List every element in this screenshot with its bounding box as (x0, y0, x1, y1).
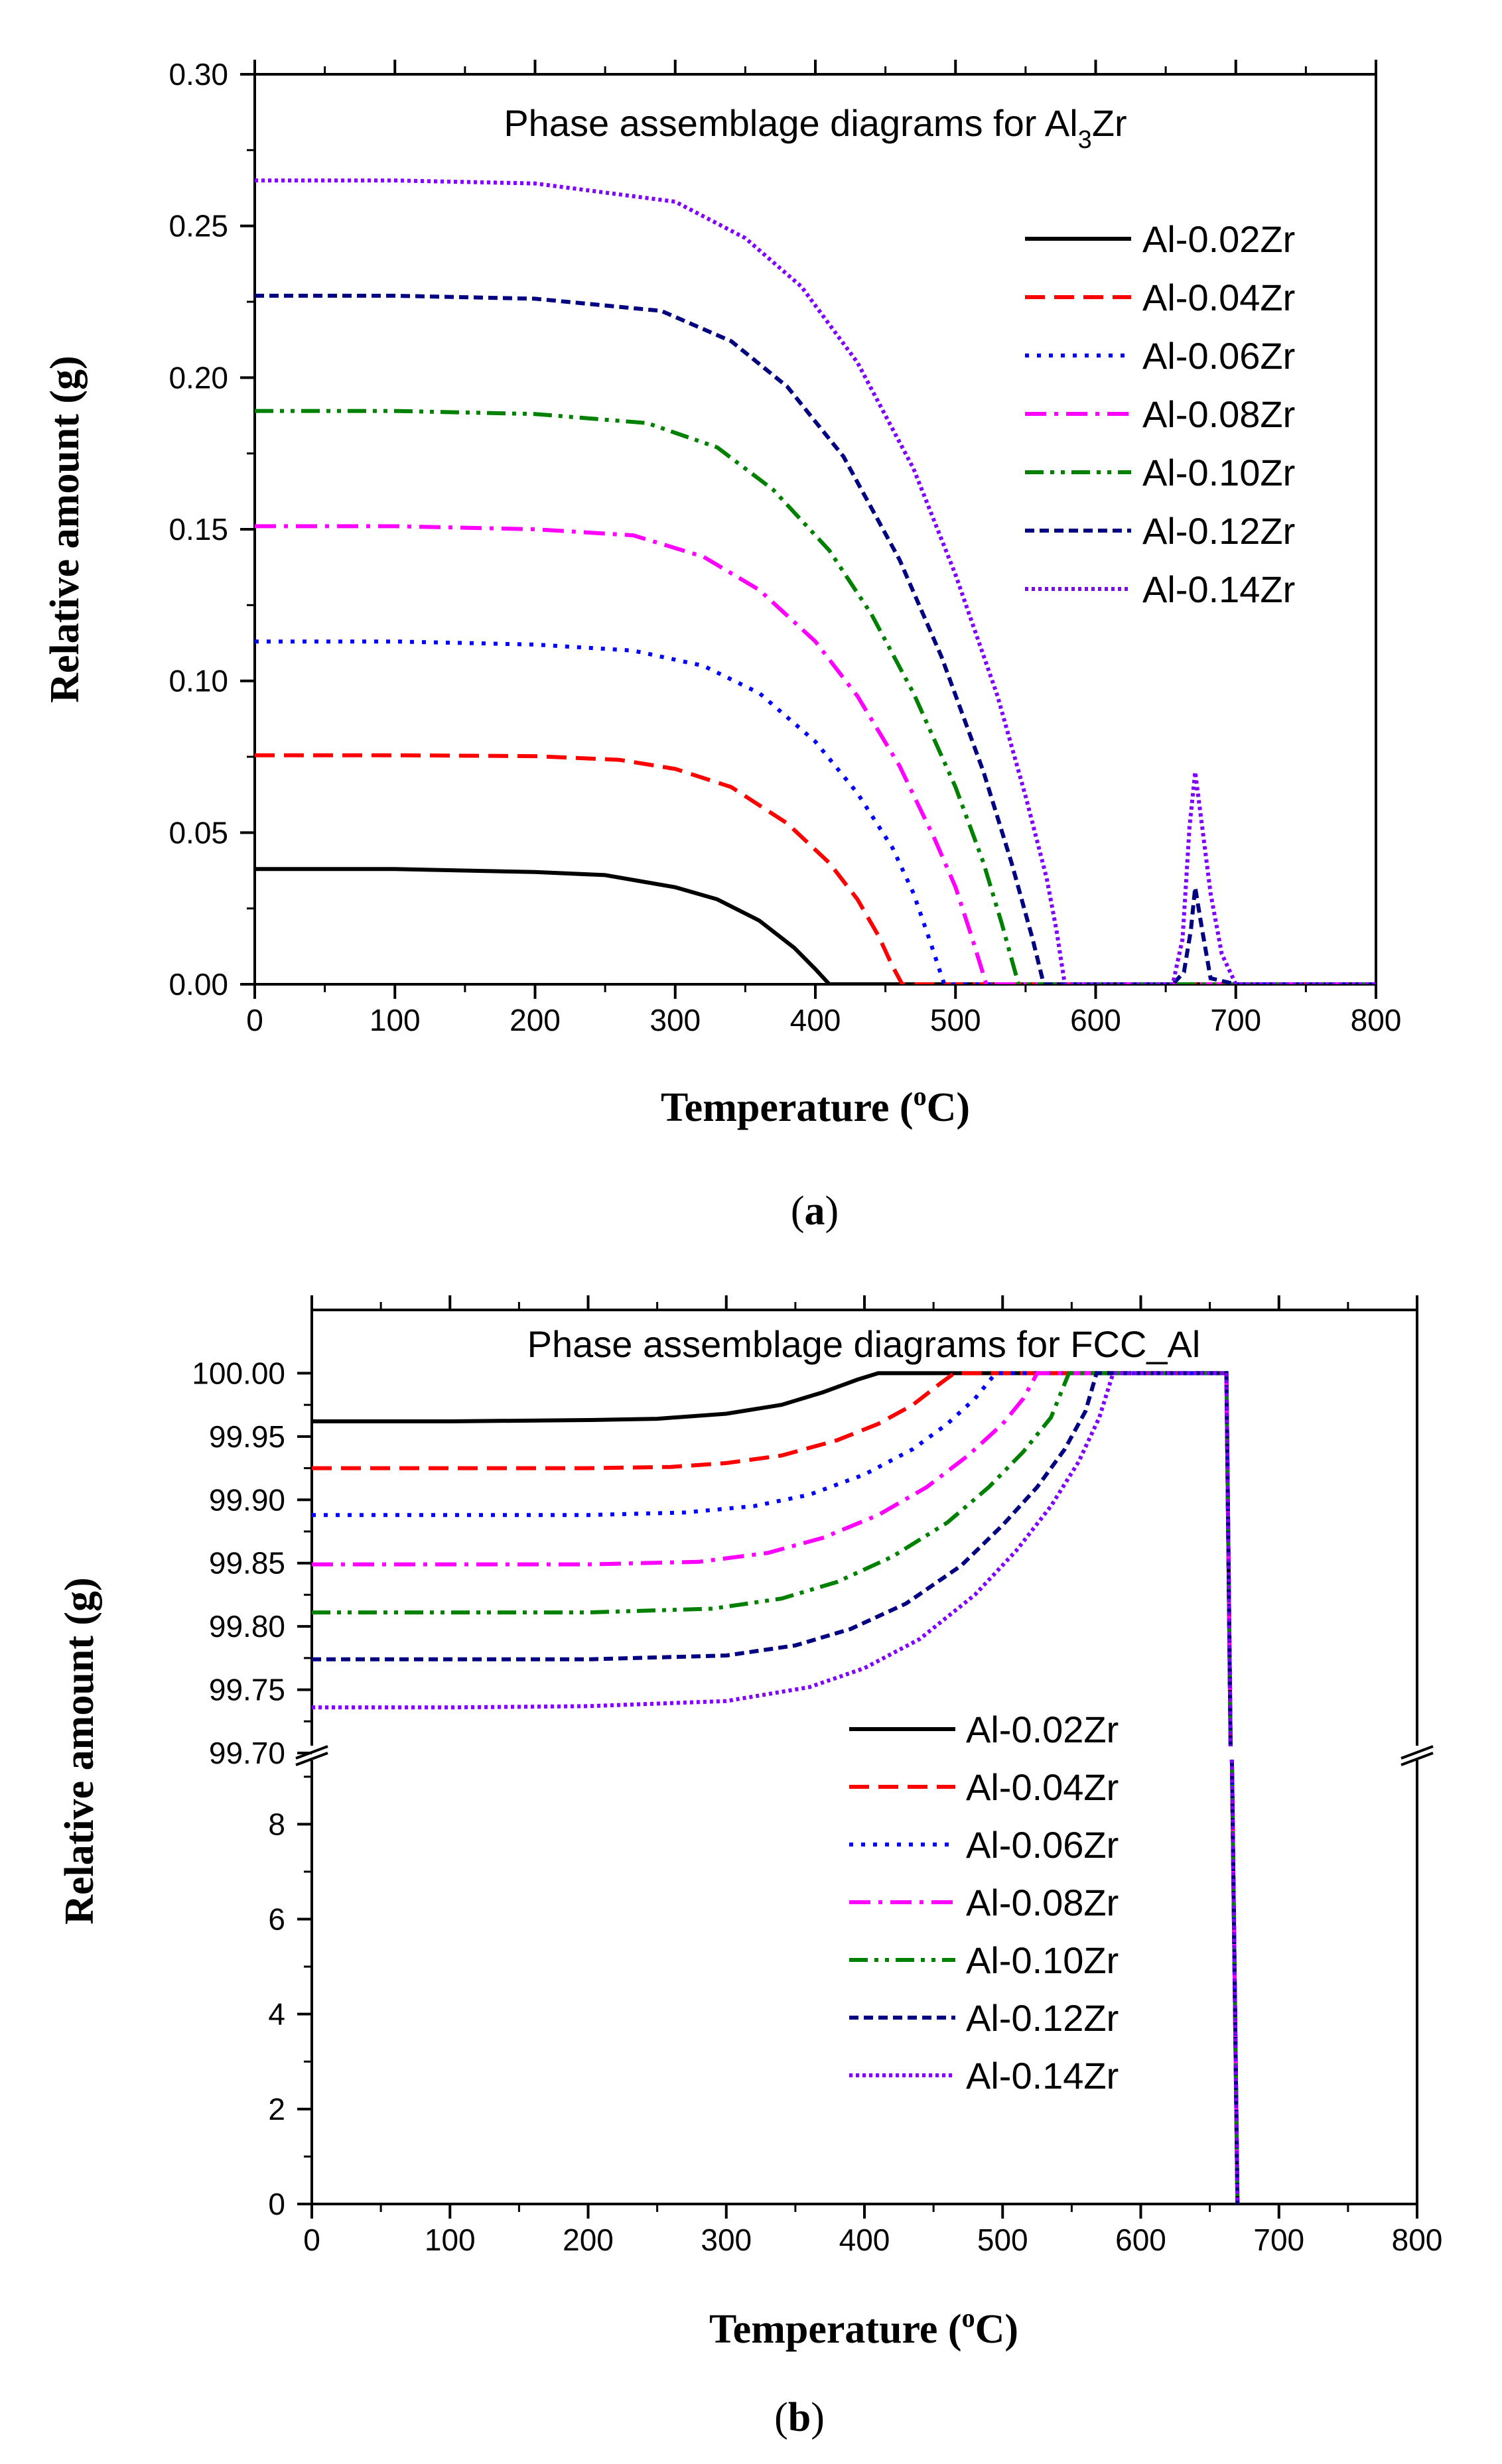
b-ytick-label-upper: 99.85 (209, 1546, 285, 1581)
panel-b: 0 100 200 300 400 500 600 700 800 99.70 99.75 99.80… (57, 1295, 1442, 2440)
b-xtick-label: 300 (701, 2223, 752, 2257)
b-series-al-0-10zr (312, 1371, 1233, 1747)
panel-a-series (255, 178, 1376, 984)
b-ytick-label-lower: 0 (268, 2187, 285, 2221)
a-ytick-label: 0.30 (169, 57, 228, 92)
a-ytick-label: 0.05 (169, 815, 228, 850)
a-series-al-0-08zr (255, 524, 1376, 984)
panel-a: 0 100 200 300 400 500 600 700 800 0.00 0.05 0.10 0.1… (42, 57, 1401, 1234)
b-xtick-label: 100 (425, 2223, 476, 2257)
a-legend-label: Al-0.04Zr (1142, 277, 1295, 318)
b-ytick-label-lower: 8 (268, 1807, 285, 1841)
b-series-al-0-08zr (312, 1371, 1233, 1747)
panel-a-title: Phase assemblage diagrams for Al3Zr (504, 102, 1126, 154)
b-ytick-label-lower: 4 (268, 1997, 285, 2032)
b-series-al-0-14zr (312, 1371, 1233, 1747)
a-xtick-label: 800 (1351, 1003, 1402, 1037)
panel-b-break-mark-left-bottom (295, 1752, 328, 1766)
a-ytick-label: 0.10 (169, 664, 228, 698)
panel-a-xlabel: Temperature (oC) (661, 1081, 970, 1130)
b-legend-label: Al-0.10Zr (966, 1939, 1119, 1981)
panel-a-caption: (a) (791, 1189, 839, 1234)
b-ytick-label-upper: 99.75 (209, 1673, 285, 1707)
panel-b-ylabel: Relative amount (g) (57, 1577, 102, 1924)
b-ytick-label-lower: 6 (268, 1902, 285, 1937)
b-legend-label: Al-0.06Zr (966, 1824, 1119, 1866)
b-xtick-label: 400 (839, 2223, 890, 2257)
a-xtick-label: 100 (370, 1003, 421, 1037)
b-ytick-label-upper: 99.90 (209, 1482, 285, 1517)
b-series-al-0-06zr (312, 1371, 1233, 1747)
panel-b-title: Phase assemblage diagrams for FCC_Al (527, 1323, 1201, 1365)
a-series-al-0-04zr (255, 753, 1376, 984)
panel-b-ticks: 0 100 200 300 400 500 600 700 800 99.70 99.75 99.80… (192, 1295, 1442, 2257)
a-xtick-label: 600 (1070, 1003, 1121, 1037)
a-ytick-label: 0.25 (169, 209, 228, 243)
b-series-drop-al-0-14zr (1229, 1759, 1240, 2204)
b-legend-label: Al-0.12Zr (966, 1997, 1119, 2039)
a-legend-label: Al-0.02Zr (1142, 218, 1295, 260)
b-legend-label: Al-0.02Zr (966, 1709, 1119, 1750)
b-legend-label: Al-0.04Zr (966, 1766, 1119, 1808)
a-legend-label: Al-0.08Zr (1142, 393, 1295, 435)
b-ytick-label-upper: 100.00 (192, 1356, 285, 1390)
panel-b-legend: Al-0.02Zr Al-0.04Zr Al-0.06Zr Al-0.08Zr Al-0… (849, 1709, 1119, 2097)
b-series-al-0-04zr (312, 1371, 1233, 1747)
b-legend-label: Al-0.14Zr (966, 2055, 1119, 2097)
a-series-al-0-12zr (255, 293, 1376, 984)
a-series-al-0-10zr (255, 409, 1376, 984)
b-ytick-label-lower: 2 (268, 2092, 285, 2126)
a-legend-label: Al-0.12Zr (1142, 510, 1295, 552)
a-legend-label: Al-0.06Zr (1142, 335, 1295, 377)
a-xtick-label: 700 (1210, 1003, 1261, 1037)
a-legend-label: Al-0.10Zr (1142, 452, 1295, 493)
b-legend-label: Al-0.08Zr (966, 1882, 1119, 1923)
a-legend-label: Al-0.14Zr (1142, 568, 1295, 610)
panel-b-break-mark-right-top (1400, 1745, 1434, 1760)
a-series-al-0-06zr (255, 639, 1376, 984)
panel-b-break-mark-right-bottom (1400, 1752, 1434, 1766)
b-xtick-label: 700 (1253, 2223, 1304, 2257)
a-series-al-0-14zr (255, 178, 1376, 984)
a-ytick-label: 0.00 (169, 967, 228, 1002)
a-xtick-label: 0 (246, 1003, 263, 1037)
b-xtick-label: 800 (1392, 2223, 1443, 2257)
panel-b-caption: (b) (774, 2395, 825, 2440)
a-series-al-0-02zr (255, 867, 1376, 984)
b-series-al-0-02zr (312, 1371, 1233, 1747)
a-xtick-label: 400 (790, 1003, 841, 1037)
b-ytick-label-upper: 99.95 (209, 1419, 285, 1454)
panel-b-series (312, 1371, 1240, 2204)
a-ytick-label: 0.20 (169, 360, 228, 395)
a-ytick-label: 0.15 (169, 512, 228, 547)
b-xtick-label: 600 (1115, 2223, 1166, 2257)
b-xtick-label: 500 (977, 2223, 1028, 2257)
panel-a-ylabel: Relative amount (g) (42, 356, 88, 702)
panel-b-xlabel: Temperature (oC) (709, 2303, 1018, 2352)
b-xtick-label: 200 (563, 2223, 614, 2257)
b-xtick-label: 0 (303, 2223, 320, 2257)
b-series-al-0-12zr (312, 1371, 1233, 1747)
panel-a-legend: Al-0.02Zr Al-0.04Zr Al-0.06Zr Al-0.08Zr Al-0… (1025, 218, 1295, 610)
a-xtick-label: 500 (930, 1003, 981, 1037)
a-xtick-label: 300 (649, 1003, 701, 1037)
panel-b-frame (310, 1309, 1418, 2205)
a-xtick-label: 200 (510, 1003, 561, 1037)
b-ytick-label-upper: 99.70 (209, 1736, 285, 1770)
b-ytick-label-upper: 99.80 (209, 1609, 285, 1644)
panel-a-ticks: 0 100 200 300 400 500 600 700 800 0.00 0.05 0.10 0.1… (169, 57, 1401, 1037)
